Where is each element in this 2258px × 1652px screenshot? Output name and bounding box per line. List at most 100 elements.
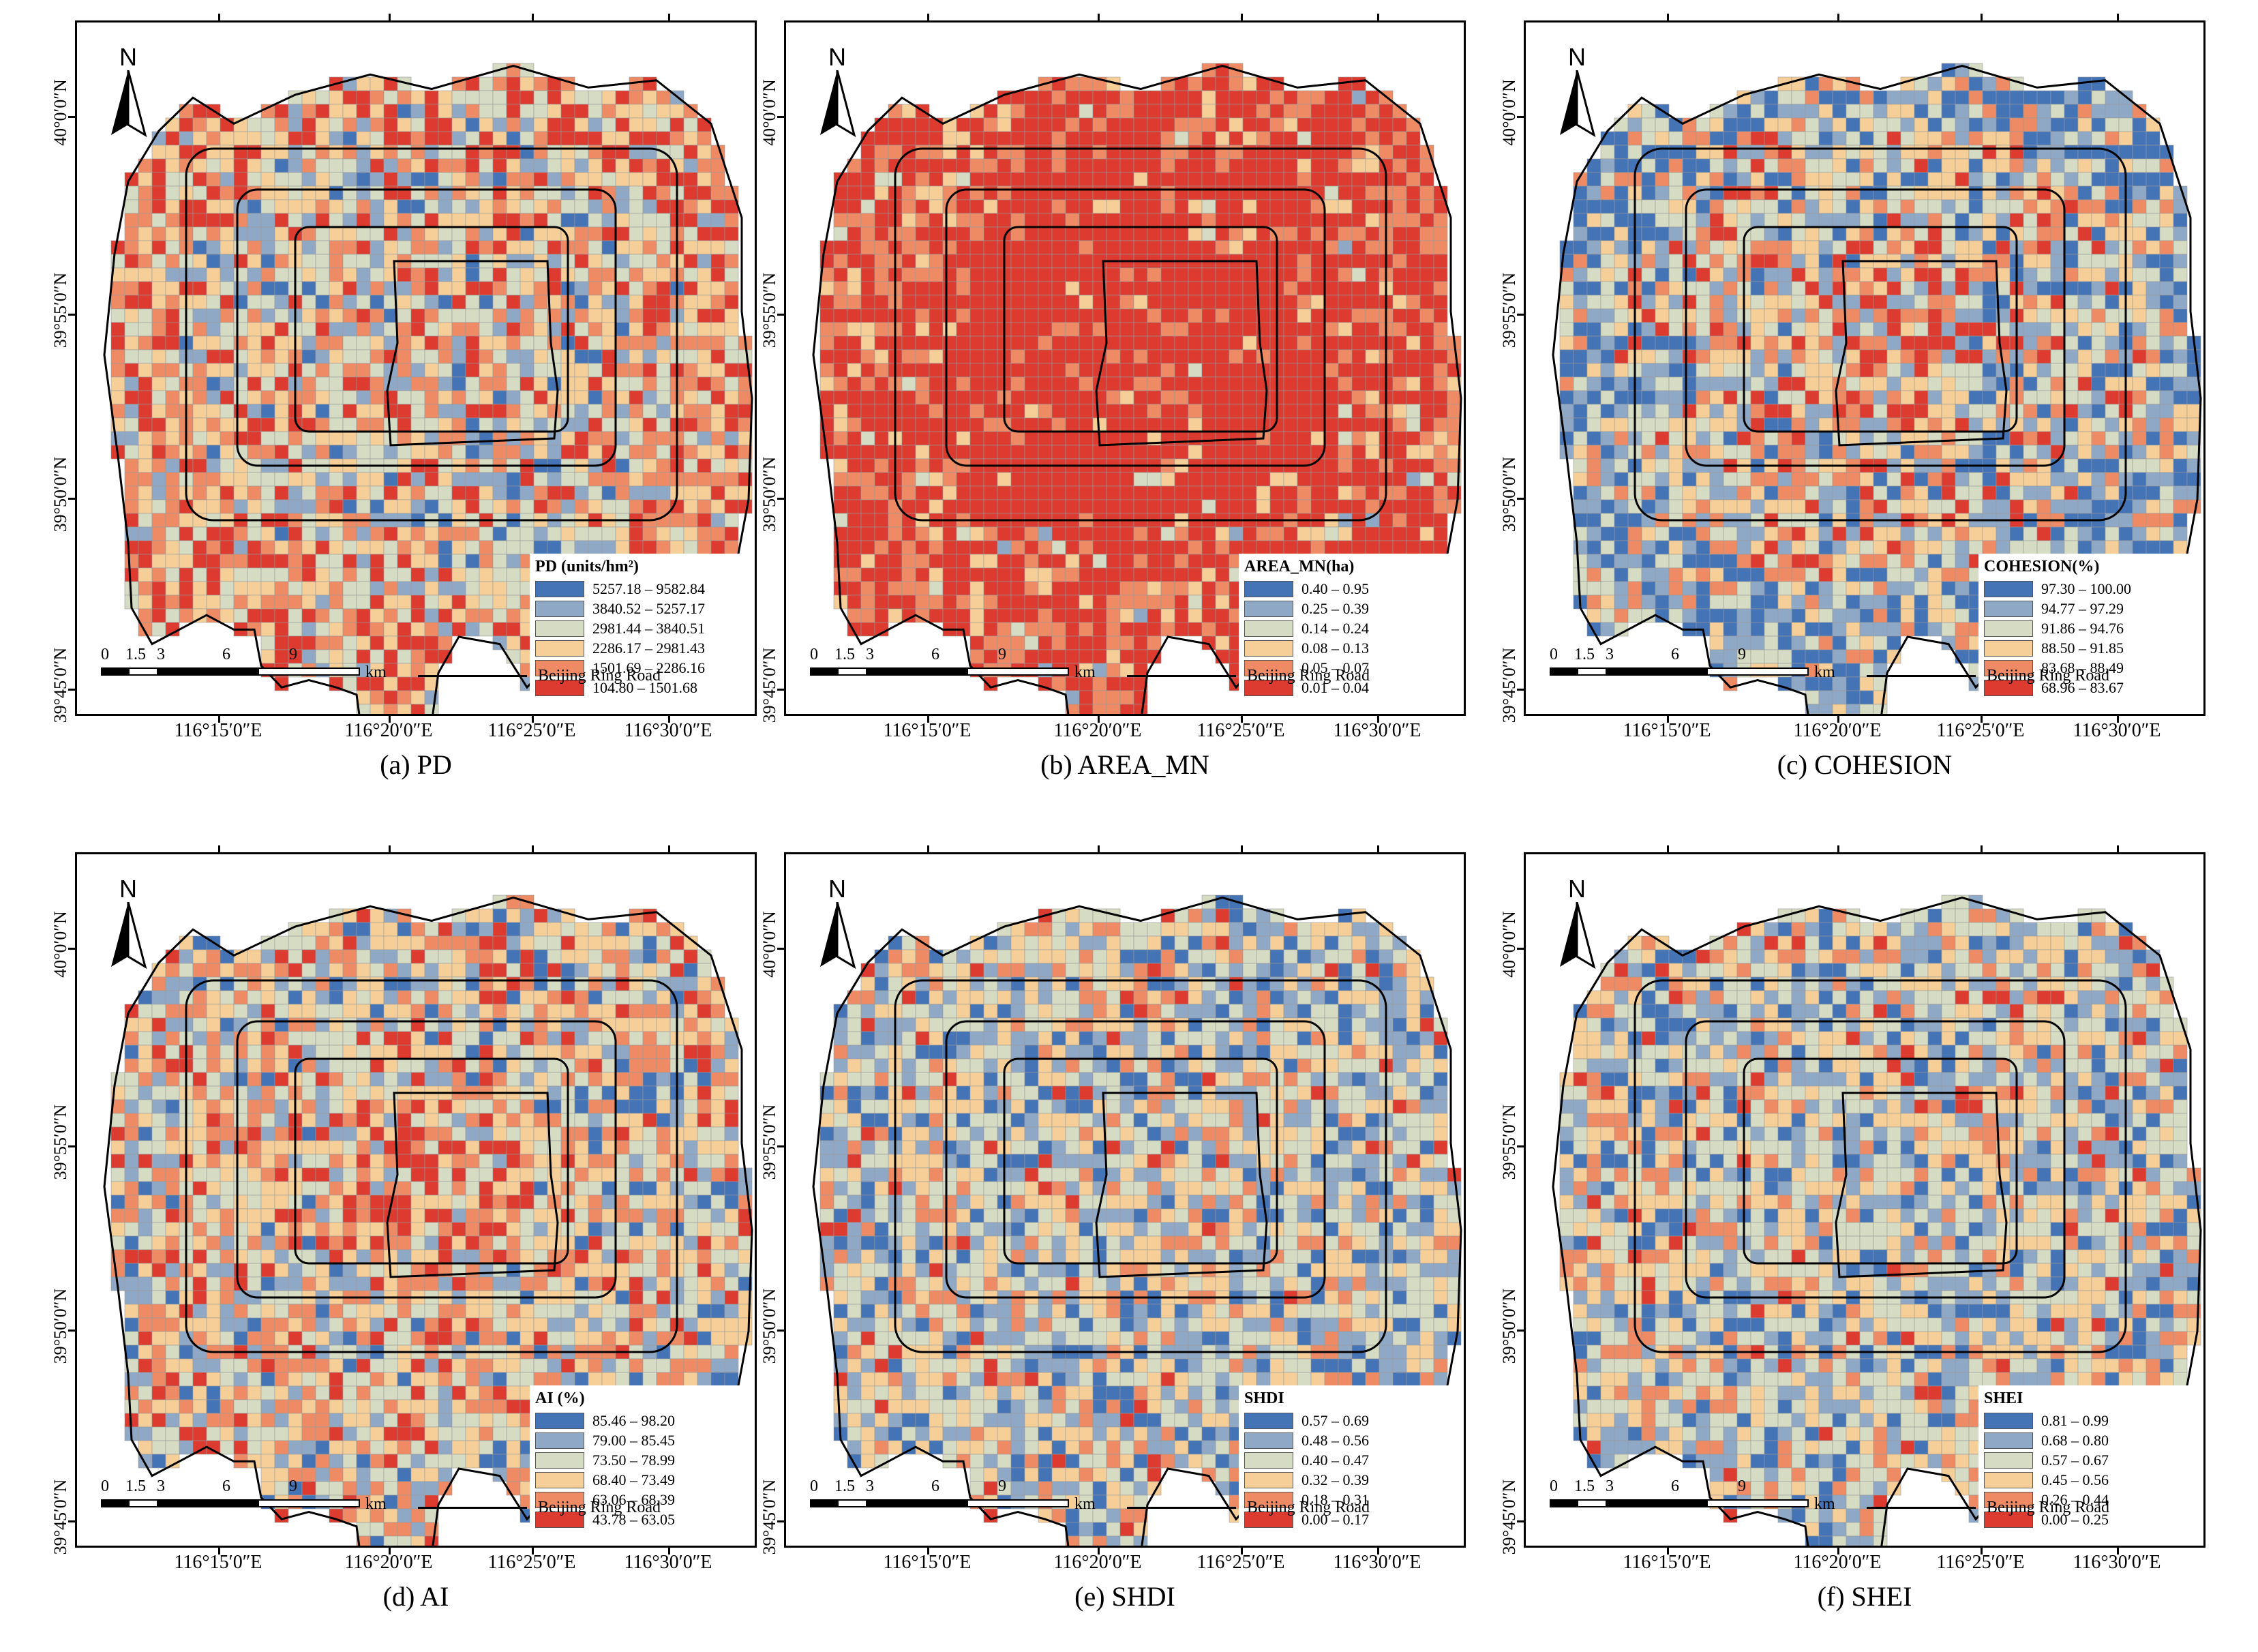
grid-cell — [192, 349, 207, 364]
grid-cell — [1215, 185, 1230, 200]
grid-cell — [260, 526, 275, 541]
grid-cell — [860, 431, 875, 446]
grid-cell — [110, 349, 125, 364]
grid-cell — [1818, 90, 1833, 105]
grid-cell — [574, 431, 589, 446]
grid-cell — [1433, 499, 1448, 514]
grid-cell — [819, 363, 834, 378]
grid-cell — [342, 608, 357, 623]
grid-cell — [506, 567, 521, 582]
grid-cell — [1365, 240, 1380, 255]
grid-cell — [1900, 349, 1915, 364]
grid-cell — [2132, 172, 2147, 187]
grid-cell — [220, 295, 235, 310]
grid-cell — [956, 431, 971, 446]
grid-cell — [274, 240, 289, 255]
grid-cell — [1600, 335, 1615, 350]
grid-cell — [724, 499, 739, 514]
grid-cell — [438, 581, 453, 596]
grid-cell — [192, 281, 207, 296]
grid-cell — [1955, 172, 1970, 187]
grid-cell — [520, 472, 535, 487]
grid-cell — [1038, 131, 1053, 146]
grid-cell — [2186, 390, 2201, 405]
legend-row: 3840.52 – 5257.17 — [535, 599, 740, 618]
grid-cell — [329, 622, 344, 637]
grid-cell — [1065, 499, 1080, 514]
grid-cell — [1092, 213, 1107, 228]
grid-cell — [397, 158, 412, 173]
grid-cell — [1174, 104, 1189, 119]
grid-cell — [410, 240, 425, 255]
grid-cell — [260, 117, 275, 132]
grid-cell — [274, 335, 289, 350]
grid-cell — [656, 308, 671, 323]
grid-cell — [1764, 376, 1779, 391]
grid-cell — [2159, 254, 2174, 269]
grid-cell — [315, 158, 330, 173]
grid-cell — [1201, 295, 1216, 310]
grid-cell — [1709, 199, 1724, 214]
grid-cell — [2091, 417, 2106, 432]
grid-cell — [547, 526, 562, 541]
grid-cell — [2146, 404, 2161, 419]
grid-cell — [206, 404, 221, 419]
grid-cell — [915, 404, 930, 419]
grid-cell — [1914, 349, 1929, 364]
grid-cell — [1201, 145, 1216, 160]
grid-cell — [124, 472, 139, 487]
grid-cell — [1106, 622, 1121, 637]
grid-cell — [888, 554, 903, 569]
grid-cell — [1106, 540, 1121, 555]
grid-cell — [2132, 131, 2147, 146]
grid-cell — [315, 608, 330, 623]
grid-cell — [1065, 308, 1080, 323]
grid-cell — [833, 554, 848, 569]
grid-cell — [1955, 185, 1970, 200]
grid-cell — [138, 540, 153, 555]
grid-cell — [669, 131, 684, 146]
grid-cell — [1079, 622, 1094, 637]
grid-cell — [601, 349, 616, 364]
grid-cell — [588, 349, 603, 364]
grid-cell — [465, 608, 480, 623]
grid-cell — [942, 608, 957, 623]
grid-cell — [1573, 226, 1588, 241]
grid-cell — [1147, 172, 1162, 187]
grid-cell — [1927, 104, 1942, 119]
grid-cell — [1968, 185, 1983, 200]
grid-cell — [2159, 199, 2174, 214]
grid-cell — [2077, 349, 2092, 364]
grid-cell — [1106, 581, 1121, 596]
grid-cell — [1079, 499, 1094, 514]
grid-cell — [1750, 131, 1765, 146]
grid-cell — [1723, 363, 1738, 378]
grid-cell — [1038, 90, 1053, 105]
grid-cell — [397, 649, 412, 664]
grid-cell — [915, 526, 930, 541]
grid-cell — [1201, 131, 1216, 146]
grid-cell — [697, 240, 712, 255]
grid-cell — [2173, 335, 2188, 350]
lon-tick — [1377, 14, 1379, 20]
grid-cell — [1092, 404, 1107, 419]
grid-cell — [1188, 622, 1203, 637]
grid-cell — [1310, 349, 1325, 364]
legend-swatch — [1244, 640, 1293, 657]
grid-cell — [342, 213, 357, 228]
ring-road-symbol — [418, 675, 527, 677]
grid-cell — [1106, 295, 1121, 310]
grid-cell — [1269, 117, 1284, 132]
grid-cell — [1900, 199, 1915, 214]
grid-cell — [1641, 254, 1656, 269]
legend-row: 0.14 – 0.24 — [1244, 618, 1449, 638]
grid-cell — [601, 322, 616, 337]
grid-cell — [260, 417, 275, 432]
grid-cell — [1586, 295, 1601, 310]
grid-cell — [356, 349, 371, 364]
grid-cell — [206, 213, 221, 228]
grid-cell — [560, 145, 575, 160]
grid-cell — [1406, 172, 1421, 187]
grid-cell — [260, 267, 275, 282]
grid-cell — [2159, 404, 2174, 419]
